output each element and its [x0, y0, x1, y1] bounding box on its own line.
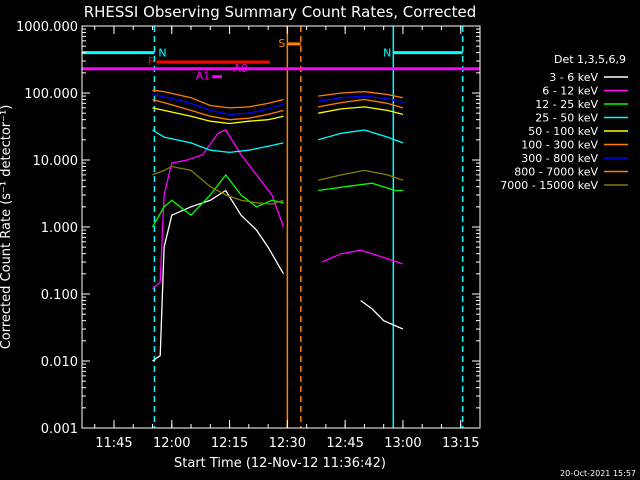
legend-entry-label: 100 - 300 keV: [521, 139, 598, 152]
y-axis: 0.001 0.010 0.100 1.000 10.000 100.000 1000.00…: [16, 20, 480, 437]
legend-entry-label: 3 - 6 keV: [549, 71, 598, 84]
x-axis-label: Start Time (12-Nov-12 11:36:42): [174, 456, 386, 471]
series-line: [360, 299, 404, 330]
series-line: [318, 106, 404, 116]
marker-lines-layer: [153, 26, 464, 428]
status-bar-label: A0: [233, 62, 248, 75]
status-bar-label: A1: [196, 70, 211, 83]
footer-date: 20-Oct-2021 15:57: [560, 469, 636, 478]
y-tick-label: 100.000: [24, 87, 78, 102]
series-line: [152, 189, 285, 362]
y-tick-label: 1000.000: [16, 20, 78, 35]
status-bars-layer: N N S F A0 A1: [82, 37, 480, 83]
series-line: [318, 129, 404, 144]
y-tick-label: 10.000: [33, 154, 79, 169]
status-bar-label: S: [278, 37, 285, 50]
legend-entry-label: 12 - 25 keV: [535, 98, 598, 111]
series-line: [318, 95, 404, 104]
series-line: [152, 129, 284, 154]
series-line: [152, 165, 284, 205]
legend-entry-label: 6 - 12 keV: [542, 85, 598, 98]
series-line: [152, 89, 284, 109]
series-line: [318, 98, 404, 109]
y-tick-label: 1.000: [41, 221, 78, 236]
series-line: [152, 107, 284, 125]
series-layer: [151, 89, 404, 362]
series-line: [318, 169, 404, 181]
chart-title: RHESSI Observing Summary Count Rates, Co…: [84, 3, 477, 21]
x-axis: 11:45 12:00 12:15 12:30 12:45 13:00 13:15: [94, 26, 481, 451]
y-tick-label: 0.001: [41, 422, 78, 437]
x-tick-label: 12:15: [211, 436, 248, 451]
x-tick-label: 11:45: [95, 436, 132, 451]
legend-title: Det 1,3,5,6,9: [554, 53, 626, 66]
y-axis-label: Corrected Count Rate (s⁻¹ detector⁻¹): [0, 105, 14, 350]
series-line: [152, 98, 284, 121]
y-tick-label: 0.010: [41, 355, 78, 370]
status-bar-label: N: [383, 47, 391, 60]
legend-entry-label: 25 - 50 keV: [535, 112, 598, 125]
x-tick-label: 12:00: [153, 436, 190, 451]
legend-entry-label: 7000 - 15000 keV: [500, 179, 598, 192]
y-tick-label: 0.100: [41, 288, 78, 303]
legend-entry-label: 800 - 7000 keV: [514, 166, 598, 179]
series-line: [152, 93, 284, 116]
legend-entry-label: 50 - 100 keV: [528, 125, 598, 138]
series-line: [321, 249, 404, 265]
x-tick-label: 13:00: [384, 436, 421, 451]
x-tick-label: 13:15: [442, 436, 479, 451]
series-line: [152, 129, 285, 290]
x-tick-label: 12:45: [326, 436, 363, 451]
status-bar-label: N: [158, 47, 166, 60]
legend-entry-label: 300 - 800 keV: [521, 152, 598, 165]
status-bar-label: F: [148, 55, 154, 68]
series-line: [318, 90, 404, 99]
x-tick-label: 12:30: [269, 436, 306, 451]
series-line: [318, 182, 403, 192]
